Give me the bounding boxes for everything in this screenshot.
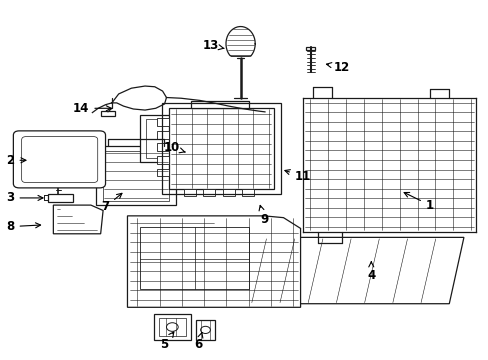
Text: 2: 2: [6, 154, 26, 167]
Polygon shape: [251, 237, 463, 304]
Polygon shape: [157, 143, 168, 151]
Polygon shape: [183, 189, 195, 196]
Polygon shape: [242, 189, 254, 196]
Polygon shape: [157, 168, 168, 176]
Text: 6: 6: [194, 333, 203, 351]
Polygon shape: [168, 108, 273, 189]
Text: 5: 5: [160, 332, 173, 351]
Polygon shape: [146, 119, 257, 158]
Polygon shape: [159, 318, 185, 336]
Polygon shape: [96, 146, 176, 205]
Polygon shape: [157, 156, 168, 164]
Polygon shape: [48, 194, 73, 202]
FancyBboxPatch shape: [13, 131, 105, 188]
Text: 10: 10: [163, 141, 184, 154]
Text: 14: 14: [73, 102, 111, 115]
Polygon shape: [53, 205, 103, 234]
FancyBboxPatch shape: [21, 136, 98, 183]
Text: 11: 11: [285, 170, 310, 183]
Polygon shape: [140, 226, 249, 289]
Polygon shape: [140, 116, 264, 162]
Text: 7: 7: [102, 193, 122, 213]
Polygon shape: [127, 216, 300, 307]
Polygon shape: [101, 111, 115, 116]
Text: 4: 4: [366, 262, 375, 282]
Polygon shape: [157, 118, 168, 126]
Text: 8: 8: [6, 220, 41, 233]
Text: 13: 13: [202, 39, 224, 52]
Text: 3: 3: [6, 192, 43, 204]
Polygon shape: [306, 46, 315, 50]
Polygon shape: [157, 131, 168, 139]
Polygon shape: [195, 320, 215, 339]
Polygon shape: [222, 189, 234, 196]
Polygon shape: [190, 101, 249, 108]
Text: 9: 9: [259, 206, 267, 226]
Polygon shape: [203, 189, 215, 196]
Polygon shape: [103, 150, 168, 201]
Text: 1: 1: [403, 193, 433, 212]
Text: 12: 12: [326, 60, 349, 73]
Polygon shape: [154, 315, 190, 339]
Polygon shape: [249, 132, 264, 146]
